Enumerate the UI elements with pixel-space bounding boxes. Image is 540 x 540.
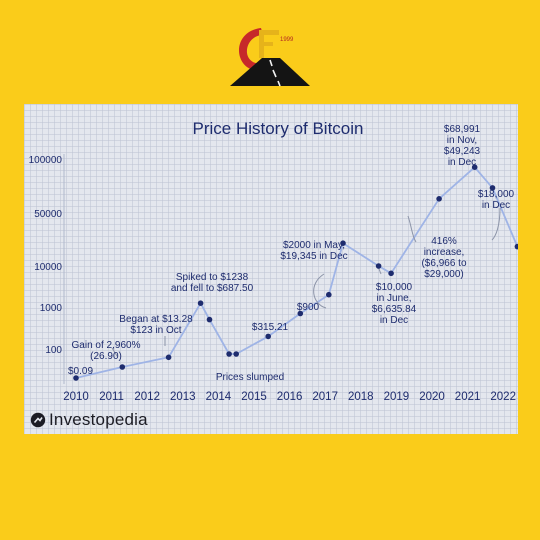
- price-point: [436, 196, 442, 202]
- price-annotation: Prices slumped: [216, 372, 284, 383]
- investopedia-brand: Investopedia: [30, 410, 148, 430]
- y-tick-label: 50000: [34, 209, 62, 220]
- price-point: [375, 263, 382, 269]
- investopedia-logo-icon: [30, 412, 46, 428]
- price-annotation: $2000 in May, $19,345 in Dec: [280, 240, 347, 262]
- x-axis-ticks: 2010 2011 2012 2013 2014 2015 2016 2017 2018 2019…: [63, 391, 516, 403]
- x-tick-label: 2021: [455, 391, 481, 403]
- price-point: [206, 316, 213, 323]
- x-tick-label: 2017: [312, 391, 338, 403]
- x-tick-label: 2016: [277, 391, 303, 403]
- price-point: [233, 351, 239, 357]
- price-annotation: $18,000 in Dec: [478, 189, 515, 211]
- price-point: [226, 351, 232, 357]
- price-points: [73, 164, 518, 381]
- price-point: [326, 291, 332, 298]
- price-point: [73, 375, 79, 381]
- y-tick-label: 100: [45, 345, 62, 356]
- x-tick-label: 2018: [348, 391, 374, 403]
- arrow-2000: [313, 273, 327, 309]
- price-point: [265, 333, 271, 340]
- logo-f-mid: [259, 42, 273, 46]
- price-annotation: $0.09: [68, 366, 93, 377]
- price-annotation: $900: [297, 302, 320, 313]
- x-tick-label: 2015: [241, 391, 267, 403]
- logo-road: [230, 58, 310, 86]
- arrow-416: [407, 215, 417, 243]
- price-annotation: $10,000 in June, $6,635.84 in Dec: [372, 282, 417, 326]
- price-point: [165, 354, 172, 361]
- chart-card: Price History of Bitcoin 100000 50000 1000…: [24, 104, 518, 434]
- x-tick-label: 2012: [134, 391, 160, 403]
- price-point: [471, 164, 478, 170]
- brand-name: Investopedia: [49, 410, 148, 429]
- price-point: [297, 310, 304, 317]
- price-annotation: 416% increase, ($6,966 to $29,000): [421, 236, 466, 280]
- brand-logo: 1999: [230, 28, 310, 87]
- price-point: [489, 185, 496, 191]
- y-tick-label: 1000: [40, 303, 63, 314]
- arrow-18000: [491, 207, 501, 241]
- logo-road-line: [269, 59, 281, 87]
- x-tick-label: 2014: [206, 391, 232, 403]
- x-tick-label: 2019: [384, 391, 410, 403]
- logo-f-top: [259, 30, 279, 35]
- price-annotation: Spiked to $1238 and fell to $687.50: [171, 272, 254, 294]
- bitcoin-price-chart: Price History of Bitcoin 100000500001000…: [29, 119, 518, 403]
- x-tick-label: 2013: [170, 391, 196, 403]
- price-annotation: $68,991 in Nov, $49,243 in Dec: [444, 124, 481, 168]
- price-point: [388, 270, 394, 277]
- chart-title: Price History of Bitcoin: [193, 119, 364, 138]
- x-tick-label: 2011: [99, 391, 124, 403]
- price-point: [119, 364, 126, 370]
- y-tick-label: 100000: [29, 155, 63, 166]
- price-annotation: Gain of 2,960% (26.90): [72, 340, 141, 362]
- price-point: [340, 240, 346, 246]
- logo-c-shape: [238, 28, 270, 71]
- logo-year: 1999: [280, 37, 294, 43]
- price-annotation: Began at $13.28 $123 in Oct: [119, 314, 193, 336]
- price-annotation: $315.21: [252, 322, 289, 333]
- x-tick-label: 2010: [63, 391, 89, 403]
- y-axis-ticks: 100000 50000 10000 1000 100: [29, 155, 63, 356]
- y-tick-label: 10000: [34, 262, 62, 273]
- price-point: [197, 300, 204, 306]
- price-annotations: $0.09 Gain of 2,960% (26.90) Began at $13.2…: [68, 124, 515, 383]
- price-point: [514, 243, 518, 250]
- x-tick-label: 2020: [419, 391, 445, 403]
- x-tick-label: 2022: [490, 391, 516, 403]
- arrow-2960: [111, 347, 118, 357]
